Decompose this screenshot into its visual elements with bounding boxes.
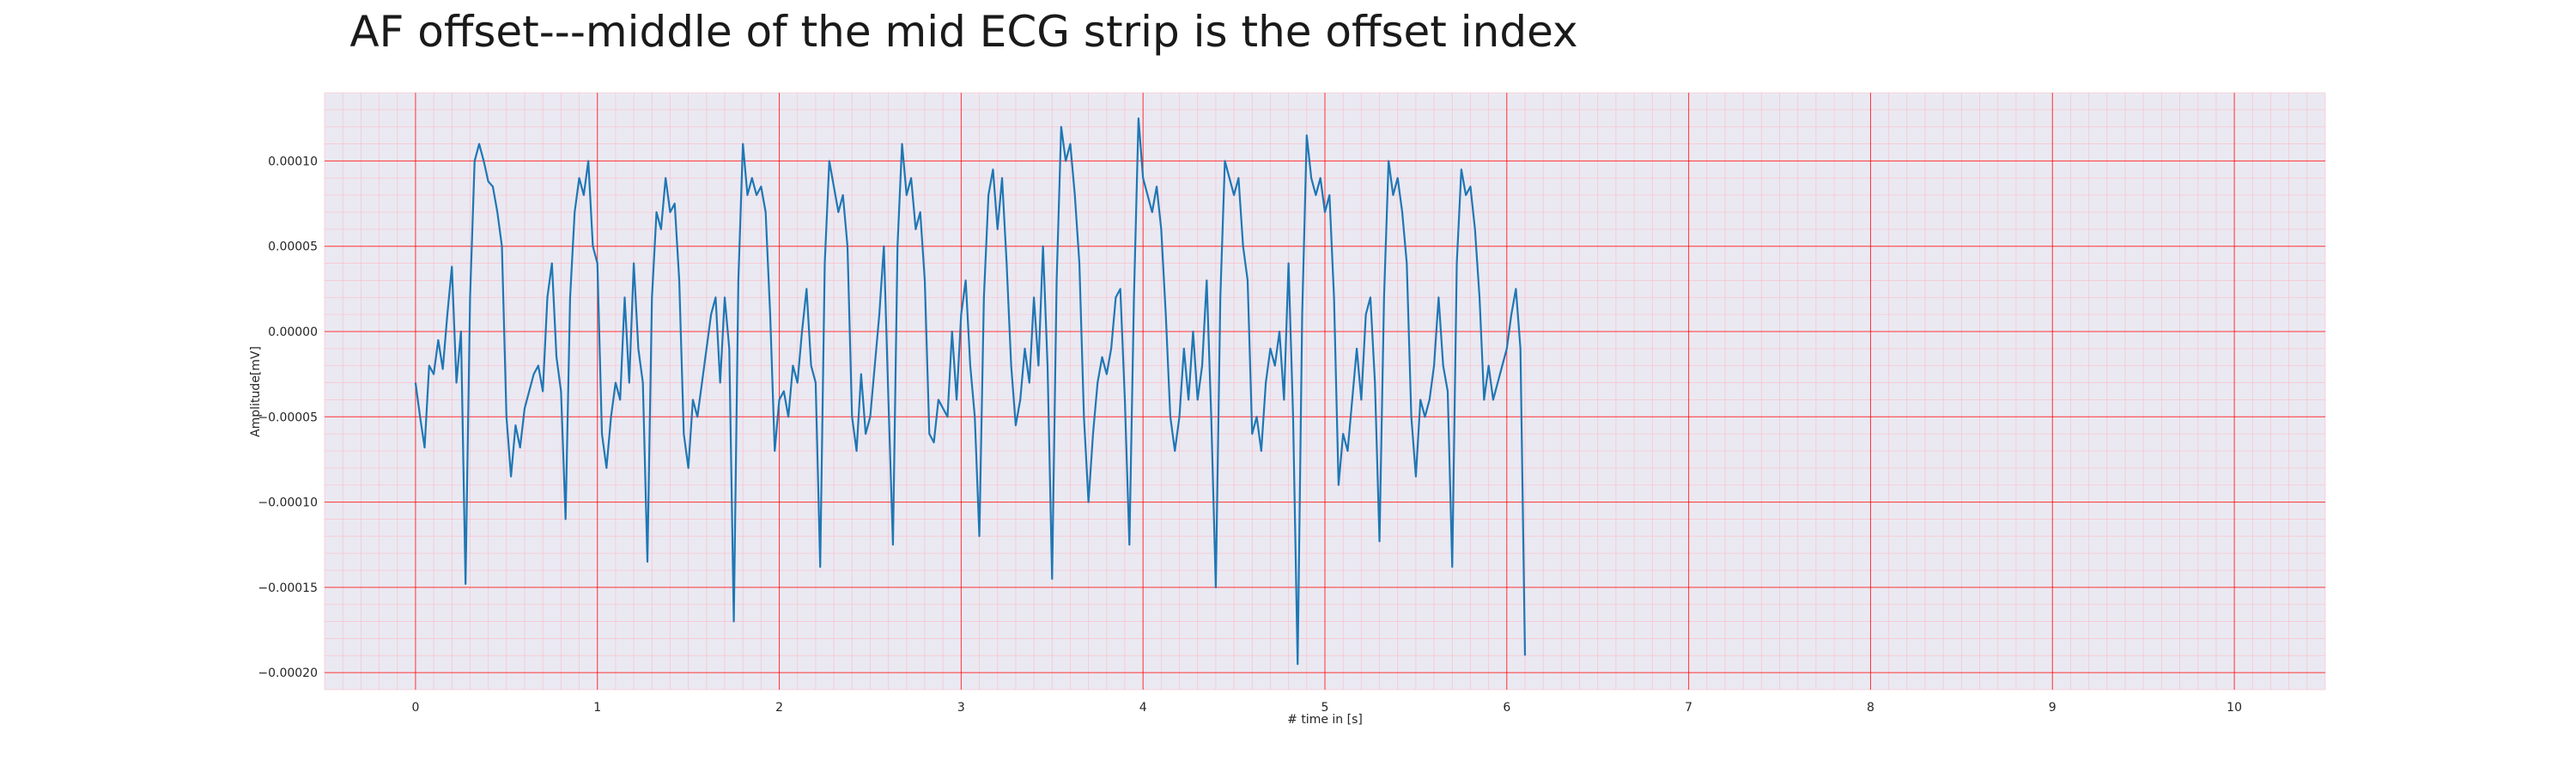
chart-title: AF offset---middle of the mid ECG strip … [349, 7, 1578, 57]
y-tick-label: −0.00005 [258, 411, 318, 424]
y-tick-label: −0.00015 [258, 581, 318, 595]
x-tick-label: 9 [2049, 701, 2057, 715]
y-axis-label: Amplitude[mV] [249, 346, 263, 437]
y-tick-label: 0.00005 [268, 240, 318, 254]
x-tick-label: 4 [1139, 701, 1147, 715]
x-tick-label: 2 [775, 701, 783, 715]
x-tick-label: 8 [1867, 701, 1874, 715]
y-tick-label: 0.00010 [268, 155, 318, 168]
x-tick-label: 5 [1321, 701, 1329, 715]
x-axis-label: # time in [s] [1287, 713, 1363, 727]
y-ticks: 0.00010 0.00005 0.00000 −0.00005 −0.00010 −0.… [258, 155, 318, 680]
x-tick-label: 1 [593, 701, 601, 715]
x-tick-label: 7 [1685, 701, 1692, 715]
x-tick-label: 10 [2227, 701, 2242, 715]
x-tick-label: 0 [411, 701, 419, 715]
x-tick-label: 3 [957, 701, 965, 715]
y-tick-label: −0.00010 [258, 496, 318, 510]
ecg-series-line [414, 117, 1527, 666]
x-ticks: 0 1 2 3 4 5 6 7 8 9 10 [411, 701, 2242, 715]
y-tick-label: −0.00020 [258, 666, 318, 680]
y-tick-label: 0.00000 [268, 326, 318, 339]
major-grid [325, 93, 2325, 690]
x-tick-label: 6 [1503, 701, 1510, 715]
